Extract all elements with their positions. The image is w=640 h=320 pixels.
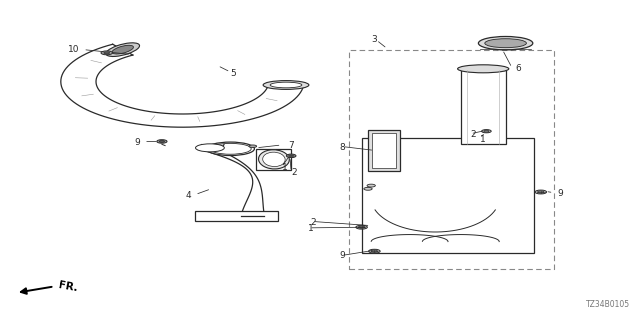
Ellipse shape: [364, 188, 372, 190]
Polygon shape: [61, 44, 303, 127]
Ellipse shape: [484, 130, 489, 132]
Text: 3: 3: [372, 36, 377, 44]
Ellipse shape: [481, 130, 492, 133]
Text: 7: 7: [289, 141, 294, 150]
Ellipse shape: [157, 140, 167, 143]
Ellipse shape: [289, 155, 294, 157]
Text: 1: 1: [282, 164, 287, 172]
Ellipse shape: [262, 152, 285, 166]
Text: 9: 9: [135, 138, 140, 147]
Text: 4: 4: [186, 191, 191, 200]
Ellipse shape: [159, 140, 164, 142]
Polygon shape: [256, 149, 291, 170]
Ellipse shape: [104, 52, 109, 54]
Ellipse shape: [101, 51, 113, 55]
Text: 2: 2: [471, 130, 476, 139]
Ellipse shape: [369, 249, 380, 253]
Ellipse shape: [367, 184, 375, 187]
Polygon shape: [372, 133, 396, 168]
Polygon shape: [198, 149, 264, 216]
Polygon shape: [195, 211, 278, 221]
Ellipse shape: [270, 82, 302, 88]
Polygon shape: [362, 138, 534, 253]
Ellipse shape: [287, 154, 296, 157]
Text: 2: 2: [292, 168, 297, 177]
Text: 1: 1: [308, 224, 313, 233]
Text: 5: 5: [231, 69, 236, 78]
Ellipse shape: [196, 144, 225, 152]
Text: 1: 1: [481, 135, 486, 144]
Ellipse shape: [209, 143, 251, 154]
Ellipse shape: [358, 226, 365, 228]
Bar: [349, 50, 554, 269]
Text: 10: 10: [68, 45, 79, 54]
Text: 2: 2: [311, 218, 316, 227]
Ellipse shape: [485, 39, 526, 48]
Ellipse shape: [249, 145, 257, 148]
Polygon shape: [461, 70, 506, 144]
Ellipse shape: [206, 142, 254, 156]
Ellipse shape: [263, 81, 309, 89]
Ellipse shape: [458, 65, 509, 73]
Text: 8: 8: [340, 143, 345, 152]
Text: 6: 6: [516, 64, 521, 73]
Ellipse shape: [371, 250, 378, 252]
Text: 9: 9: [340, 252, 345, 260]
Ellipse shape: [356, 225, 367, 229]
Text: 9: 9: [557, 189, 563, 198]
Ellipse shape: [538, 191, 544, 193]
Text: FR.: FR.: [58, 280, 79, 294]
Text: TZ34B0105: TZ34B0105: [586, 300, 630, 309]
Ellipse shape: [259, 150, 289, 169]
Polygon shape: [368, 130, 400, 171]
Ellipse shape: [479, 36, 533, 50]
Ellipse shape: [112, 45, 134, 54]
Ellipse shape: [106, 43, 140, 56]
Ellipse shape: [535, 190, 547, 194]
